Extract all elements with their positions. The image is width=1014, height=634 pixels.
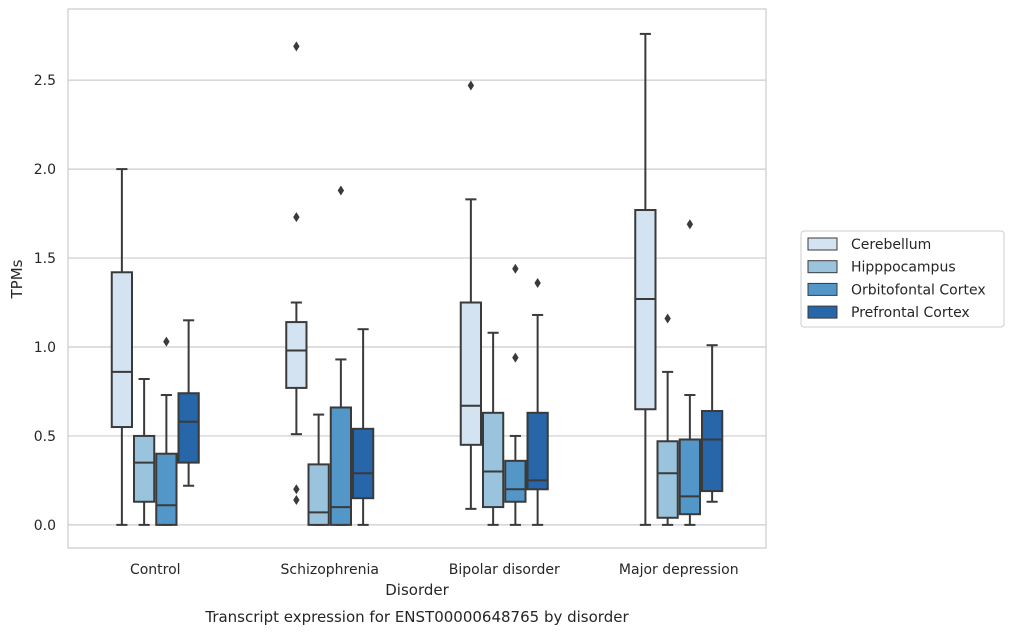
y-tick-label: 0.0 [34,518,56,534]
outlier-marker [467,80,475,91]
outlier-marker [512,263,519,274]
outlier-marker [534,277,541,288]
box-1-2 [285,41,308,505]
iqr-box [459,301,483,446]
box-4-2 [351,328,375,526]
iqr-box [634,209,657,411]
box-1-4 [634,32,657,526]
box-series [110,32,724,526]
box-2-3 [482,331,505,526]
outlier-marker [163,336,170,347]
y-tick-label: 0.5 [34,429,56,445]
iqr-box [504,459,527,503]
legend-label: Prefrontal Cortex [851,305,970,321]
box-4-4 [700,344,724,503]
iqr-box [678,438,701,516]
outlier-marker [293,212,300,223]
iqr-box [351,427,375,500]
x-tick-label: Schizophrenia [281,562,379,578]
x-tick-label: Control [130,562,181,578]
legend-label: Hipppocampus [851,260,956,276]
outlier-marker [337,185,345,196]
x-axis-label: Disorder [385,581,449,599]
y-tick-labels: 0.0 0.5 1.0 1.5 2.0 2.5 [34,73,56,534]
box-1-1 [110,168,134,526]
iqr-box [329,406,352,526]
legend-swatch [807,260,838,274]
box-3-1 [155,336,178,526]
box-3-3 [504,263,527,526]
x-tick-labels: Control Schizophrenia Bipolar disorder Majo… [130,562,739,578]
iqr-box [133,434,156,503]
legend-swatch [807,237,838,251]
legend-swatch [807,282,838,296]
iqr-box [110,271,134,429]
y-tick-label: 2.5 [34,73,56,89]
y-tick-label: 1.5 [34,251,56,267]
box-3-2 [329,185,352,526]
legend-label: Cerebellum [851,237,931,253]
y-axis-label: TPMs [8,259,26,299]
outlier-marker [686,219,694,230]
box-2-1 [133,378,156,526]
iqr-box [307,463,330,526]
legend-swatch [807,305,838,319]
iqr-box [285,321,308,389]
x-tick-label: Bipolar disorder [449,562,560,578]
chart-caption: Transcript expression for ENST0000064876… [204,608,629,626]
iqr-box [656,440,679,519]
iqr-box [526,411,549,491]
outlier-marker [293,41,300,52]
legend-label: Orbitofontal Cortex [851,282,986,298]
legend: Cerebellum Hipppocampus Orbitofontal Corte… [800,230,1005,328]
outlier-marker [664,313,671,324]
iqr-box [177,392,200,464]
plot-frame [67,8,767,549]
outlier-marker [293,494,300,505]
x-tick-label: Major depression [619,562,739,578]
iqr-box [482,411,505,509]
box-4-1 [177,319,200,487]
iqr-box [700,410,724,493]
box-3-4 [678,219,701,526]
legend-frame [800,230,1005,328]
iqr-box [155,452,178,526]
box-2-2 [307,413,330,526]
y-tick-label: 2.0 [34,162,56,178]
box-1-3 [459,80,483,510]
outlier-marker [293,484,300,495]
outlier-marker [512,352,519,363]
box-2-4 [656,313,679,526]
box-4-3 [526,277,549,526]
y-tick-label: 1.0 [34,340,56,356]
